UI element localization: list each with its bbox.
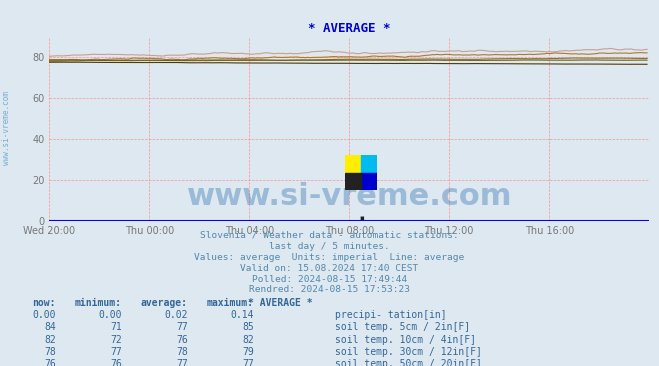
Text: ▪: ▪ [359, 215, 364, 221]
Text: 78: 78 [176, 347, 188, 356]
Text: Rendred: 2024-08-15 17:53:23: Rendred: 2024-08-15 17:53:23 [249, 285, 410, 295]
Bar [345, 173, 361, 190]
Text: now:: now: [32, 298, 56, 308]
Text: 85: 85 [242, 322, 254, 332]
Bar [361, 173, 377, 190]
Text: 71: 71 [110, 322, 122, 332]
Text: 77: 77 [242, 359, 254, 366]
Text: soil temp. 10cm / 4in[F]: soil temp. 10cm / 4in[F] [335, 335, 476, 344]
Text: 78: 78 [44, 347, 56, 356]
Text: * AVERAGE *: * AVERAGE * [248, 298, 313, 308]
Text: soil temp. 50cm / 20in[F]: soil temp. 50cm / 20in[F] [335, 359, 482, 366]
Text: Values: average  Units: imperial  Line: average: Values: average Units: imperial Line: av… [194, 253, 465, 262]
Text: Polled: 2024-08-15 17:49:44: Polled: 2024-08-15 17:49:44 [252, 274, 407, 284]
Text: 72: 72 [110, 335, 122, 344]
Bar [361, 156, 377, 173]
Text: 82: 82 [44, 335, 56, 344]
Text: 0.00: 0.00 [32, 310, 56, 320]
Text: 76: 76 [110, 359, 122, 366]
Text: 77: 77 [110, 347, 122, 356]
Text: maximum:: maximum: [207, 298, 254, 308]
Text: www.si-vreme.com: www.si-vreme.com [2, 91, 11, 165]
Text: last day / 5 minutes.: last day / 5 minutes. [269, 242, 390, 251]
Text: precipi- tation[in]: precipi- tation[in] [335, 310, 446, 320]
Text: 82: 82 [242, 335, 254, 344]
Text: 77: 77 [176, 322, 188, 332]
Text: 0.02: 0.02 [164, 310, 188, 320]
Text: 77: 77 [176, 359, 188, 366]
Text: 0.00: 0.00 [98, 310, 122, 320]
Text: average:: average: [141, 298, 188, 308]
Bar [345, 156, 361, 173]
Text: 79: 79 [242, 347, 254, 356]
Text: 76: 76 [44, 359, 56, 366]
Text: 84: 84 [44, 322, 56, 332]
Text: www.si-vreme.com: www.si-vreme.com [186, 182, 512, 211]
Text: soil temp. 30cm / 12in[F]: soil temp. 30cm / 12in[F] [335, 347, 482, 356]
Text: 0.14: 0.14 [230, 310, 254, 320]
Text: minimum:: minimum: [75, 298, 122, 308]
Text: Valid on: 15.08.2024 17:40 CEST: Valid on: 15.08.2024 17:40 CEST [241, 264, 418, 273]
Text: soil temp. 5cm / 2in[F]: soil temp. 5cm / 2in[F] [335, 322, 470, 332]
Text: 76: 76 [176, 335, 188, 344]
Text: Slovenia / Weather data - automatic stations.: Slovenia / Weather data - automatic stat… [200, 231, 459, 240]
Title: * AVERAGE *: * AVERAGE * [308, 22, 391, 36]
